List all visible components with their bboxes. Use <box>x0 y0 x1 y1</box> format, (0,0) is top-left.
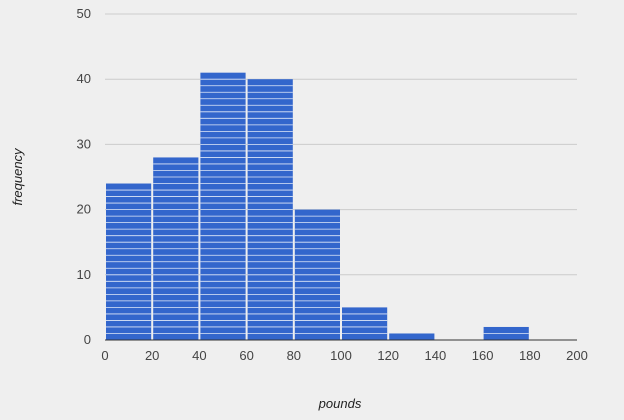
x-tick-label: 200 <box>566 348 588 363</box>
x-tick-label: 100 <box>330 348 352 363</box>
bar-rect <box>342 307 388 340</box>
x-tick-label: 20 <box>145 348 159 363</box>
histogram-bar <box>483 326 529 340</box>
histogram-bar <box>342 307 388 340</box>
histogram-bar <box>106 183 152 340</box>
histogram-bar <box>200 72 246 341</box>
y-axis-title: frequency <box>10 147 25 206</box>
x-axis-title: pounds <box>318 396 362 411</box>
histogram-bar <box>247 79 293 340</box>
y-tick-label: 30 <box>77 136 91 151</box>
bars <box>106 72 529 341</box>
y-tick-label: 40 <box>77 71 91 86</box>
x-tick-label: 180 <box>519 348 541 363</box>
histogram-bar <box>153 157 199 340</box>
x-tick-labels: 0 20 40 60 80 100 120 140 160 180 200 <box>101 348 587 363</box>
bar-rect <box>389 333 435 340</box>
histogram-bar <box>389 333 435 340</box>
y-tick-labels: 0 10 20 30 40 50 <box>77 6 91 347</box>
x-tick-label: 140 <box>425 348 447 363</box>
y-tick-label: 50 <box>77 6 91 21</box>
x-tick-label: 160 <box>472 348 494 363</box>
x-tick-label: 40 <box>192 348 206 363</box>
bar-rect <box>200 72 246 341</box>
x-tick-label: 60 <box>239 348 253 363</box>
y-tick-label: 10 <box>77 267 91 282</box>
x-tick-label: 0 <box>101 348 108 363</box>
x-tick-label: 120 <box>377 348 399 363</box>
x-tick-label: 80 <box>287 348 301 363</box>
y-tick-label: 0 <box>84 332 91 347</box>
y-tick-label: 20 <box>77 202 91 217</box>
histogram-bar <box>294 209 340 340</box>
